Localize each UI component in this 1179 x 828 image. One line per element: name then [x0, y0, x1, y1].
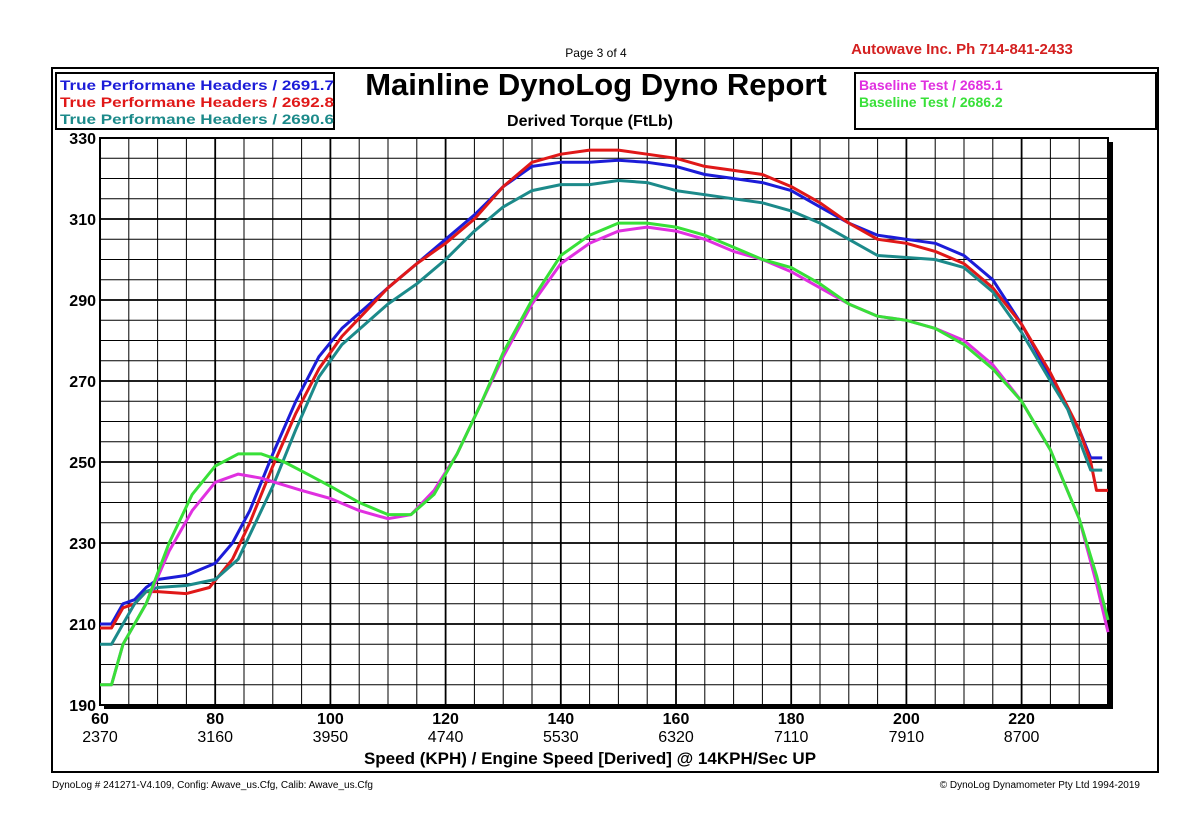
x-tick-label: 220: [1008, 711, 1035, 728]
y-tick-label: 310: [69, 212, 96, 229]
x-tick-label: 60: [91, 711, 109, 728]
x-tick-rpm-label: 3160: [197, 729, 233, 746]
page-number: Page 3 of 4: [565, 46, 627, 60]
y-tick-label: 330: [69, 131, 96, 148]
x-tick-rpm-label: 3950: [313, 729, 349, 746]
x-tick-label: 120: [432, 711, 459, 728]
footer-copyright: © DynoLog Dynamometer Pty Ltd 1994-2019: [940, 780, 1141, 791]
legend-entry: True Performane Headers / 2692.8: [60, 94, 334, 110]
x-tick-rpm-label: 6320: [658, 729, 694, 746]
x-tick-rpm-label: 2370: [82, 729, 118, 746]
x-tick-label: 180: [778, 711, 805, 728]
legend-entry: True Performane Headers / 2690.6: [60, 111, 334, 127]
x-tick-label: 160: [663, 711, 690, 728]
x-tick-rpm-label: 5530: [543, 729, 579, 746]
chart-title: Derived Torque (FtLb): [507, 113, 673, 130]
series-line-3: [100, 225, 1110, 687]
x-tick-label: 200: [893, 711, 920, 728]
legend-left: [55, 72, 335, 130]
legend-entry: True Performane Headers / 2691.7: [60, 77, 334, 93]
y-tick-label: 230: [69, 536, 96, 553]
y-tick-label: 190: [69, 698, 96, 715]
y-tick-label: 270: [69, 374, 96, 391]
footer-config: DynoLog # 241271-V4.109, Config: Awave_u…: [52, 780, 373, 791]
legend-entry: Baseline Test / 2685.1: [859, 77, 1003, 93]
legend-entry: Baseline Test / 2686.2: [859, 94, 1003, 110]
x-tick-rpm-label: 7910: [889, 729, 925, 746]
x-tick-rpm-label: 8700: [1004, 729, 1040, 746]
series-line-0: [100, 158, 1103, 626]
y-tick-label: 210: [69, 617, 96, 634]
series-line-2: [100, 179, 1103, 646]
x-tick-label: 80: [206, 711, 224, 728]
x-tick-rpm-label: 4740: [428, 729, 464, 746]
x-tick-label: 100: [317, 711, 344, 728]
legend-right: [854, 72, 1157, 130]
series-line-4: [100, 221, 1110, 687]
x-tick-label: 140: [547, 711, 574, 728]
report-frame: [51, 67, 1159, 773]
company-name: Autowave Inc. Ph 714-841-2433: [851, 41, 1073, 58]
x-tick-rpm-label: 7110: [774, 729, 809, 746]
y-tick-label: 290: [69, 293, 96, 310]
series-line-1: [100, 148, 1108, 630]
report-title: Mainline DynoLog Dyno Report: [365, 67, 827, 102]
x-axis-label: Speed (KPH) / Engine Speed [Derived] @ 1…: [364, 749, 816, 768]
y-tick-label: 250: [69, 455, 96, 472]
